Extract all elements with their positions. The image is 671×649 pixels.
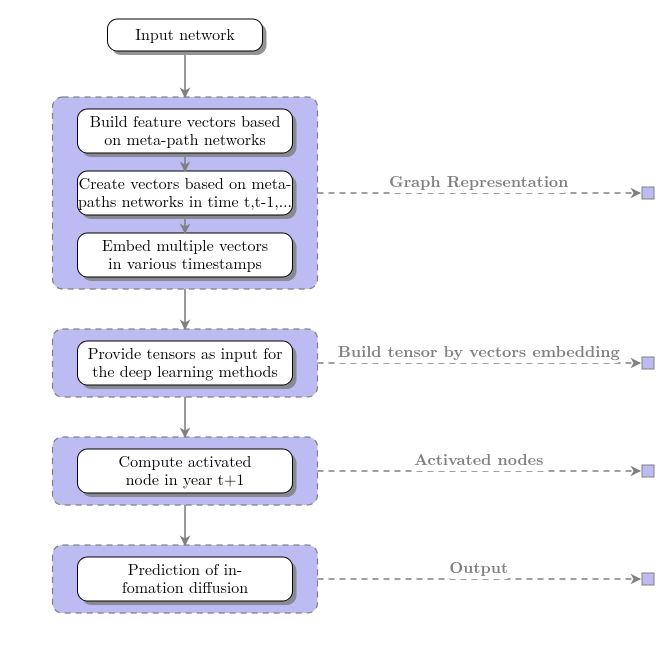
- node-label-n2: Create vectors based on meta-paths netwo…: [78, 171, 292, 212]
- dashed-label-d2: Build tensor by vectors embedding: [338, 339, 620, 362]
- dashed-label-d4: Output: [449, 555, 508, 578]
- node-label-n5: Compute activatednode in year t+1: [119, 449, 252, 490]
- endpoint-square-d1: [642, 187, 654, 199]
- endpoint-square-d3: [642, 465, 654, 477]
- node-label-n1: Build feature vectors basedon meta-path …: [90, 109, 281, 150]
- dashed-label-d1: Graph Representation: [389, 169, 568, 192]
- node-label-n0: Input network: [135, 22, 235, 45]
- endpoint-square-d4: [642, 573, 654, 585]
- endpoint-square-d2: [642, 357, 654, 369]
- dashed-label-d3: Activated nodes: [414, 447, 543, 470]
- node-label-n3: Embed multiple vectorsin various timesta…: [102, 233, 268, 274]
- node-label-n6: Prediction of in-fomation diffusion: [122, 557, 248, 598]
- node-label-n4: Provide tensors as input forthe deep lea…: [88, 341, 283, 382]
